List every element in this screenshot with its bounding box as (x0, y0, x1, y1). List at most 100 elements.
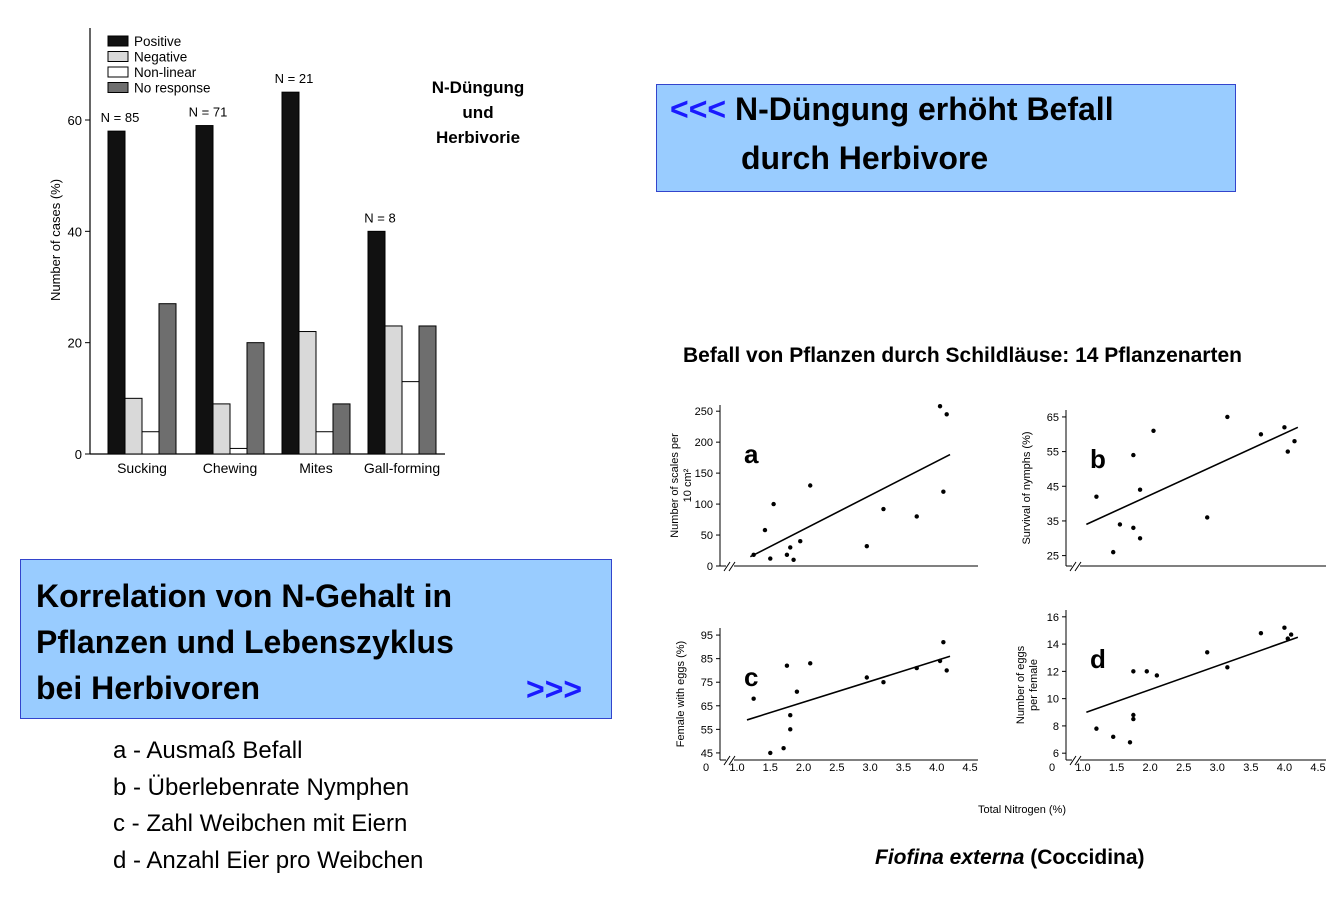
scatter-y-tick-label: 10 (1047, 694, 1059, 706)
scatter-point (791, 557, 796, 563)
scatter-point (1205, 515, 1210, 520)
scatter-y-tick-label: 45 (1047, 481, 1059, 493)
scatter-point (1151, 428, 1156, 433)
scatter-point (1094, 726, 1099, 731)
scatter-y-tick-label: 12 (1047, 666, 1059, 678)
scatter-fit-line (1086, 636, 1299, 714)
scatter-point (1111, 734, 1116, 740)
scatter-title: Befall von Pflanzen durch Schildläuse: 1… (683, 344, 1242, 367)
scatter-y-tick-label: 95 (701, 630, 713, 642)
correlation-line-1: Korrelation von N-Gehalt in (36, 578, 453, 614)
scatter-point (1225, 414, 1230, 420)
scatter-y-axis-label: Number of eggs (1015, 645, 1027, 724)
scatter-point (788, 727, 793, 732)
scatter-point (864, 543, 870, 549)
bar (212, 403, 231, 455)
scatter-y-tick-label: 45 (701, 748, 713, 760)
bar-y-tick-label: 40 (68, 224, 82, 239)
scatter-y-tick-label: 65 (701, 701, 713, 713)
scatter-point (864, 675, 870, 680)
scatter-point (944, 668, 949, 673)
scatter-x-tick-label: 4.5 (962, 762, 977, 774)
bar-legend-label: Non-linear (134, 65, 197, 80)
bar-y-tick-label: 0 (75, 447, 82, 462)
scatter-x-tick-label: 1.0 (729, 762, 744, 774)
bar-n-label: N = 8 (364, 210, 395, 225)
back-arrows: <<< (670, 91, 727, 127)
scatter-point (794, 689, 800, 694)
scatter-y-tick-label: 65 (1047, 412, 1059, 424)
scatter-point (1094, 494, 1099, 499)
scatter-point (768, 750, 773, 756)
scatter-point (1131, 716, 1136, 722)
bar-y-tick-label: 20 (68, 336, 82, 351)
scatter-point (768, 556, 773, 561)
scatter-y-tick-label: 75 (701, 677, 713, 689)
scatter-y-axis-label: Survival of nymphs (%) (1021, 431, 1033, 544)
correlation-line-3: bei Herbivoren (36, 670, 261, 706)
scatter-y-tick-label: 250 (695, 406, 713, 418)
scatter-axis-break (723, 755, 736, 766)
scatter-axis-break (723, 561, 736, 572)
scatter-point (914, 665, 919, 671)
scatter-point (808, 661, 813, 666)
bar (384, 325, 403, 455)
panel-legend-item: b - Überlebenrate Nymphen (113, 773, 410, 801)
bar (107, 130, 126, 455)
bar (158, 303, 177, 455)
scatter-point (1137, 536, 1143, 541)
bar (332, 403, 351, 455)
scatter-axis-break (1069, 561, 1082, 572)
scatter-point (762, 527, 768, 533)
scatter-y-tick-label: 200 (695, 437, 713, 449)
scatter-x-tick-label: 4.0 (1277, 762, 1292, 774)
scatter-y-tick-label: 85 (701, 654, 713, 666)
scatter-point (1127, 740, 1133, 745)
scatter-x-tick-label: 4.5 (1310, 762, 1325, 774)
scatter-y-tick-label: 16 (1047, 612, 1059, 624)
scatter-point (1225, 665, 1230, 670)
bar (298, 331, 317, 455)
bar (246, 342, 265, 455)
bar-legend-label: Negative (134, 50, 187, 65)
scatter-point (1205, 650, 1210, 655)
scatter-point (1292, 439, 1297, 444)
scatter-y-tick-label: 35 (1047, 516, 1059, 528)
bar-overlay-text: N-Düngung (432, 78, 525, 97)
scatter-point (1131, 669, 1136, 674)
correlation-line-2: Pflanzen und Lebenszyklus (36, 624, 454, 660)
scatter-axis-break (1069, 755, 1082, 766)
scatter-y-axis-label: 10 cm² (682, 468, 694, 502)
bar-overlay-text: und (462, 103, 493, 122)
scatter-x-tick-label: 0 (703, 762, 709, 774)
scatter-point (1285, 636, 1290, 641)
bar-legend-label: No response (134, 81, 211, 96)
scatter-y-tick-label: 25 (1047, 551, 1059, 563)
scatter-point (881, 506, 886, 512)
bar (367, 230, 386, 455)
scatter-point (1144, 669, 1149, 674)
scatter-y-tick-label: 6 (1053, 748, 1059, 760)
scatter-point (751, 552, 756, 558)
scatter-y-tick-label: 8 (1053, 721, 1059, 733)
scatter-point (788, 713, 793, 718)
scatter-y-tick-label: 55 (701, 724, 713, 736)
scatter-point (937, 658, 943, 664)
scatter-y-axis-label: per female (1028, 659, 1040, 711)
bar-legend-swatch (107, 82, 129, 93)
correlation-box: Korrelation von N-Gehalt in Pflanzen und… (20, 559, 612, 719)
scatter-fit-line (749, 453, 951, 558)
bar-category-label: Sucking (117, 460, 167, 476)
bar-legend-label: Positive (134, 34, 181, 49)
scatter-x-tick-label: 2.5 (1176, 762, 1191, 774)
scatter-panel-letter: c (744, 662, 758, 692)
scatter-x-tick-label: 2.0 (1142, 762, 1157, 774)
scatter-point (771, 501, 776, 507)
scatter-point (1117, 522, 1123, 527)
scatter-point (784, 552, 790, 558)
scatter-y-tick-label: 50 (701, 530, 713, 542)
scatter-x-tick-label: 3.0 (862, 762, 877, 774)
scatter-panel-letter: d (1090, 644, 1106, 674)
scatter-point (937, 404, 943, 409)
